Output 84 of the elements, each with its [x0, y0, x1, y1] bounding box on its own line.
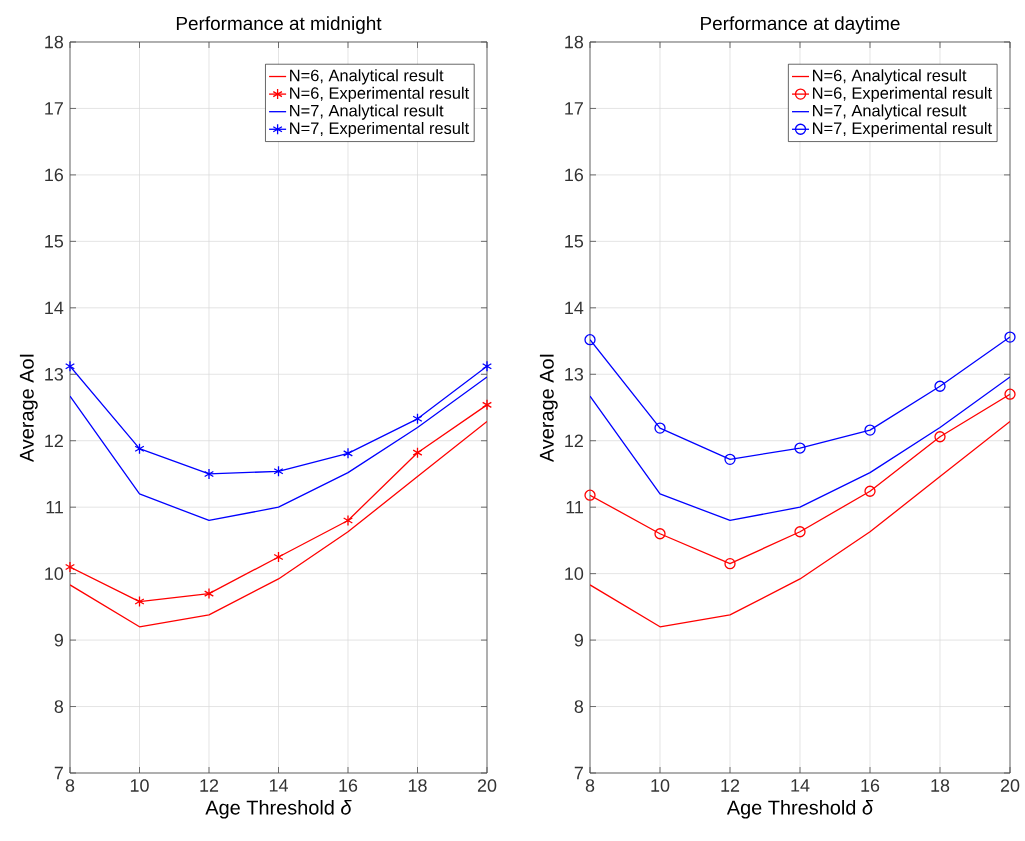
legend-label: N=7, Analytical result [290, 104, 444, 120]
x-tick-label: 18 [931, 779, 950, 792]
y-tick-label: 7 [574, 766, 583, 780]
y-axis-title: Average AoI [19, 354, 38, 463]
point [204, 587, 214, 600]
x-tick-label: 16 [861, 779, 880, 792]
point [1004, 388, 1016, 400]
y-tick-label: 15 [565, 235, 584, 248]
point [794, 442, 806, 454]
y-tick-label: 17 [45, 102, 63, 115]
y-tick-label: 14 [45, 301, 64, 314]
y-tick-label: 12 [565, 434, 583, 447]
x-tick-label: 10 [651, 779, 670, 792]
point [794, 526, 806, 538]
legend-label: N=6, Analytical result [290, 69, 444, 85]
y-tick-label: 17 [565, 102, 583, 115]
y-tick-label: 13 [565, 367, 584, 381]
line-series [590, 376, 1011, 522]
point [724, 453, 736, 465]
y-tick-label: 7 [54, 766, 63, 780]
y-tick-label: 12 [45, 434, 63, 447]
x-tick-label: 12 [200, 779, 219, 792]
point [412, 447, 423, 459]
y-tick-label: 10 [565, 567, 584, 580]
y-tick-label: 8 [54, 700, 64, 713]
x-axis-title: Age Threshold δ [726, 800, 874, 819]
point [864, 424, 876, 436]
y-tick-label: 14 [565, 301, 584, 314]
x-tick-label: 12 [721, 779, 740, 792]
point [482, 399, 492, 411]
y-tick-label: 16 [565, 168, 584, 182]
x-axis-title: Age Threshold δ [205, 800, 352, 819]
legend-label: N=7, Experimental result [813, 121, 992, 138]
point [934, 380, 946, 392]
line-series [590, 420, 1011, 628]
y-tick-label: 16 [45, 168, 64, 182]
x-tick-label: 14 [269, 779, 288, 792]
line-series [70, 376, 487, 522]
point [134, 595, 145, 608]
point [134, 443, 145, 455]
point [412, 413, 423, 425]
point [273, 551, 284, 563]
legend-label: N=6, Analytical result [813, 69, 967, 85]
point [1004, 331, 1016, 343]
x-tick-label: 18 [408, 779, 427, 792]
y-tick-label: 13 [45, 367, 64, 381]
point [934, 431, 946, 443]
y-tick-label: 18 [565, 35, 584, 49]
legend-label: N=7, Analytical result [813, 104, 967, 120]
legend-label: N=6, Experimental result [813, 86, 992, 103]
x-tick-label: 8 [585, 779, 595, 792]
point [584, 334, 596, 346]
legend-label: N=7, Experimental result [290, 121, 470, 138]
point [724, 558, 736, 570]
y-tick-label: 18 [45, 35, 64, 49]
x-tick-label: 16 [339, 779, 358, 792]
line-series [70, 420, 487, 628]
point [654, 422, 666, 434]
point [65, 561, 75, 573]
point [343, 514, 353, 527]
x-tick-label: 20 [477, 779, 497, 792]
y-tick-label: 11 [566, 501, 583, 514]
point [584, 489, 596, 501]
point [204, 468, 214, 480]
x-tick-label: 14 [791, 779, 810, 792]
y-tick-label: 10 [45, 567, 64, 580]
point [343, 447, 353, 459]
point [482, 360, 492, 372]
y-tick-label: 9 [54, 633, 63, 647]
point [864, 485, 876, 497]
x-tick-label: 20 [1000, 779, 1020, 792]
point [654, 528, 666, 540]
y-tick-label: 15 [45, 235, 64, 248]
legend-label: N=6, Experimental result [290, 86, 470, 103]
point [65, 360, 75, 372]
x-tick-label: 10 [130, 779, 149, 792]
y-tick-label: 11 [46, 501, 63, 514]
y-tick-label: 9 [574, 633, 583, 647]
chart-title: Performance at daytime [701, 16, 900, 34]
point [273, 465, 284, 477]
x-tick-label: 8 [65, 779, 75, 792]
y-axis-title: Average AoI [539, 354, 558, 463]
chart-title: Performance at midnight [176, 16, 382, 34]
y-tick-label: 8 [574, 700, 584, 713]
